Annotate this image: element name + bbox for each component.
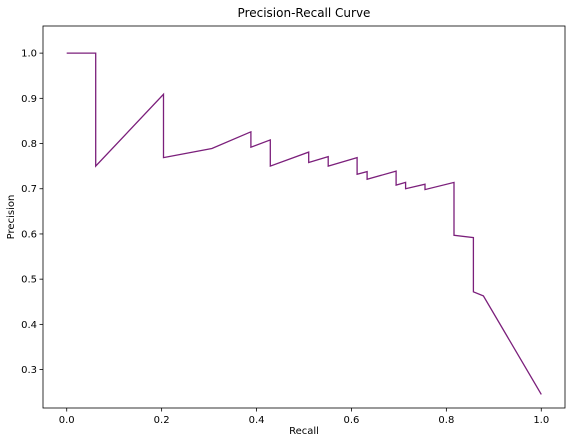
plot-area xyxy=(66,52,542,395)
y-tick-label: 1.0 xyxy=(21,49,37,60)
y-axis: 0.3 0.4 0.5 0.6 0.7 0.8 0.9 1.0 xyxy=(21,49,43,376)
y-axis-label: Precision xyxy=(6,195,17,240)
plot-frame xyxy=(42,25,566,409)
x-tick-label: 0.2 xyxy=(154,415,170,426)
y-tick-label: 0.5 xyxy=(21,275,37,286)
x-tick-label: 0.4 xyxy=(249,415,265,426)
x-tick-label: 1.0 xyxy=(533,415,549,426)
x-axis-label: Recall xyxy=(289,426,319,437)
x-tick-label: 0.8 xyxy=(438,415,454,426)
y-tick-label: 0.8 xyxy=(21,139,37,150)
x-tick-label: 0.0 xyxy=(59,415,75,426)
pr-curve-line xyxy=(66,52,542,395)
chart-title: Precision-Recall Curve xyxy=(238,6,371,20)
y-tick-label: 0.3 xyxy=(21,365,37,376)
y-tick-label: 0.9 xyxy=(21,94,37,105)
y-tick-label: 0.6 xyxy=(21,229,37,240)
y-tick-label: 0.4 xyxy=(21,320,37,331)
x-tick-label: 0.6 xyxy=(344,415,360,426)
y-tick-label: 0.7 xyxy=(21,184,37,195)
x-axis: 0.0 0.2 0.4 0.6 0.8 1.0 xyxy=(59,408,549,426)
